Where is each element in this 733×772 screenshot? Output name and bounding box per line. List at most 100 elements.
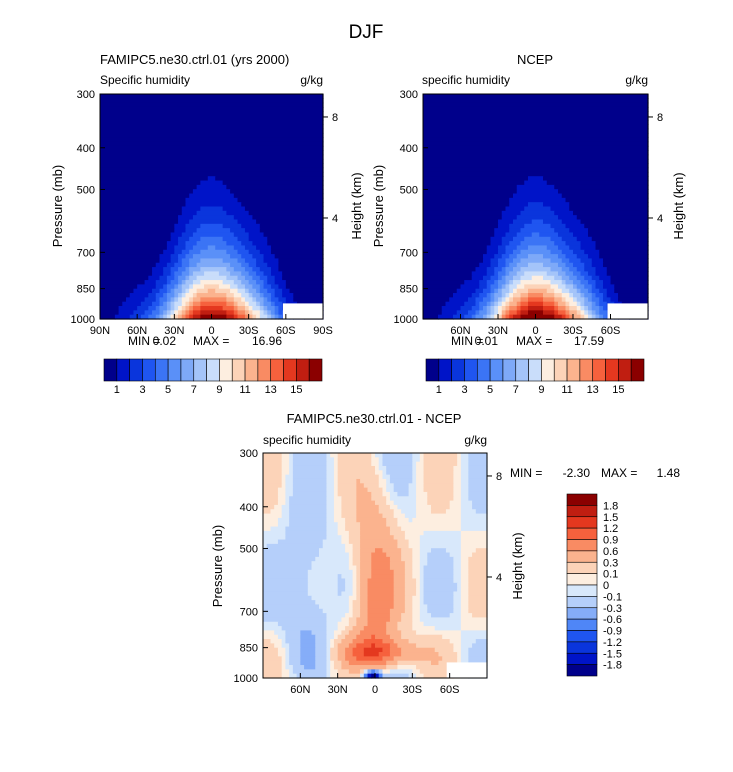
field-cell [100, 154, 324, 160]
field-cell [453, 465, 462, 471]
field-cell [498, 258, 507, 264]
field-cell [580, 310, 585, 316]
field-cell [434, 647, 454, 653]
field-cell [528, 310, 544, 316]
field-cell [263, 548, 320, 554]
field-cell [423, 478, 454, 484]
field-cell [326, 652, 331, 657]
colorbar-swatch [502, 358, 517, 382]
field-cell [554, 301, 559, 307]
field-cell [100, 275, 149, 281]
field-cell [189, 301, 194, 307]
field-cell [281, 513, 290, 519]
field-cell [543, 275, 555, 281]
field-cell [226, 249, 239, 255]
field-cell [584, 275, 593, 281]
field-cell [460, 548, 477, 554]
field-cell [378, 483, 387, 489]
field-cell [256, 271, 265, 277]
field-cell [189, 262, 198, 268]
panel-difference-max-label: MAX = [601, 466, 637, 480]
field-cell [192, 254, 231, 260]
colorbar-swatch [566, 527, 598, 540]
field-cell [460, 530, 488, 536]
field-cell [263, 660, 283, 666]
field-cell [573, 293, 582, 298]
field-cell [576, 267, 585, 273]
field-cell [460, 574, 469, 580]
field-cell [464, 301, 477, 307]
field-cell [468, 569, 488, 575]
field-cell [270, 297, 279, 303]
field-cell [404, 591, 417, 597]
field-cell [546, 245, 559, 251]
field-cell [159, 314, 164, 320]
field-cell [580, 306, 585, 311]
field-cell [371, 673, 376, 679]
field-cell [263, 483, 283, 489]
field-cell [423, 297, 450, 303]
field-cell [263, 643, 275, 649]
field-cell [569, 306, 578, 311]
field-cell [501, 236, 514, 242]
field-cell [345, 543, 354, 549]
field-cell [285, 474, 294, 480]
field-cell [333, 643, 339, 649]
field-cell [584, 223, 649, 229]
field-cell [423, 171, 649, 177]
field-cell [170, 280, 179, 285]
field-cell [423, 288, 458, 294]
field-cell [256, 262, 268, 268]
field-cell [270, 310, 276, 316]
field-cell [371, 496, 387, 502]
field-cell [386, 660, 398, 666]
field-cell [408, 487, 417, 493]
y-tick-label: 700 [240, 606, 258, 618]
field-cell [360, 543, 398, 549]
field-cell [494, 271, 499, 277]
field-cell [289, 457, 294, 463]
field-cell [170, 301, 175, 307]
field-cell [289, 647, 301, 653]
field-cell [558, 189, 649, 195]
colorbar-swatch [553, 358, 568, 382]
field-cell [360, 578, 369, 584]
field-cell [468, 478, 488, 484]
field-cell [460, 543, 488, 549]
field-cell [524, 223, 552, 229]
field-cell [356, 487, 369, 493]
field-cell [337, 491, 357, 497]
field-cell [300, 660, 316, 666]
field-cell [267, 275, 276, 281]
field-cell [281, 639, 286, 644]
field-cell [558, 254, 567, 260]
field-cell [363, 647, 384, 653]
field-cell [282, 293, 294, 298]
field-cell [248, 288, 257, 294]
field-cell [483, 314, 488, 320]
field-cell [267, 236, 324, 242]
field-cell [337, 673, 361, 679]
colorbar-swatch [566, 550, 598, 563]
field-cell [479, 293, 488, 298]
field-cell [603, 262, 649, 268]
field-cell [189, 219, 239, 225]
field-cell [252, 314, 257, 320]
field-cell [412, 561, 421, 567]
field-cell [509, 241, 522, 247]
field-cell [263, 258, 279, 264]
field-cell [237, 310, 246, 316]
field-cell [401, 509, 417, 515]
field-cell [603, 284, 615, 290]
field-cell [178, 215, 194, 221]
field-cell [408, 517, 413, 523]
field-cell [333, 487, 339, 493]
field-cell [263, 543, 268, 549]
field-cell [170, 258, 179, 264]
field-cell [244, 301, 250, 307]
field-cell [404, 561, 413, 567]
field-cell [382, 470, 387, 476]
field-cell [468, 470, 488, 476]
field-cell [363, 673, 369, 679]
field-cell [558, 215, 578, 221]
